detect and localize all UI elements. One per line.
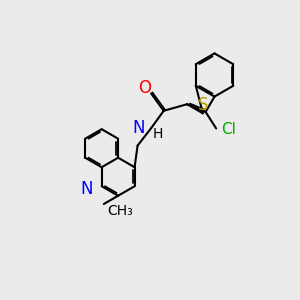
Text: S: S [198, 96, 208, 114]
Text: Cl: Cl [221, 122, 236, 137]
Text: CH₃: CH₃ [107, 204, 133, 218]
Text: O: O [139, 79, 152, 97]
Text: N: N [132, 119, 145, 137]
Text: N: N [81, 180, 93, 198]
Text: H: H [152, 127, 163, 141]
